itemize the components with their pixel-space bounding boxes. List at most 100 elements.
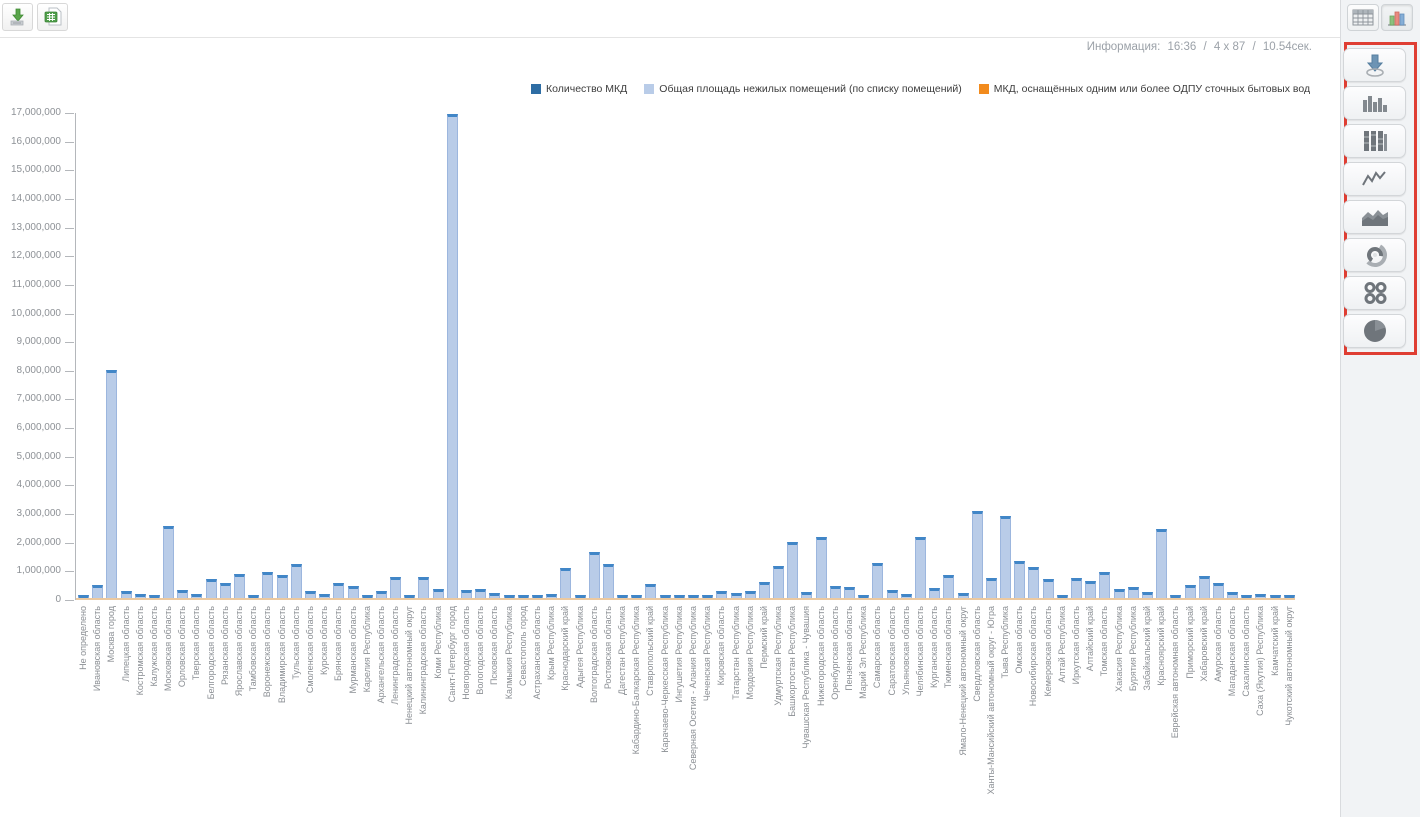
bar[interactable] bbox=[447, 114, 458, 598]
bar[interactable] bbox=[958, 593, 969, 598]
bar[interactable] bbox=[291, 564, 302, 598]
bar[interactable] bbox=[731, 593, 742, 598]
bar[interactable] bbox=[1213, 583, 1224, 598]
bar[interactable] bbox=[688, 595, 699, 598]
bar[interactable] bbox=[248, 595, 259, 598]
excel-export-button[interactable] bbox=[37, 3, 68, 31]
bar[interactable] bbox=[1114, 589, 1125, 598]
bar[interactable] bbox=[858, 595, 869, 598]
bar[interactable] bbox=[1170, 595, 1181, 598]
bar[interactable] bbox=[830, 586, 841, 598]
bar[interactable] bbox=[1128, 587, 1139, 598]
pie-chart-button[interactable] bbox=[1343, 314, 1406, 348]
bar[interactable] bbox=[135, 594, 146, 598]
bar[interactable] bbox=[674, 595, 685, 598]
line-chart-button[interactable] bbox=[1343, 162, 1406, 196]
bar[interactable] bbox=[348, 586, 359, 598]
bar[interactable] bbox=[206, 579, 217, 598]
bar[interactable] bbox=[418, 577, 429, 598]
bar[interactable] bbox=[929, 588, 940, 598]
bar[interactable] bbox=[1043, 579, 1054, 598]
download-report-button[interactable] bbox=[2, 3, 33, 31]
bar[interactable] bbox=[660, 595, 671, 598]
bar[interactable] bbox=[816, 537, 827, 598]
bar[interactable] bbox=[163, 526, 174, 598]
legend-item-0[interactable]: Количество МКД bbox=[531, 83, 627, 95]
bar[interactable] bbox=[716, 591, 727, 598]
bar[interactable] bbox=[78, 595, 89, 598]
download-chart-button[interactable] bbox=[1343, 48, 1406, 82]
legend-item-1[interactable]: Общая площадь нежилых помещений (по спис… bbox=[644, 83, 962, 95]
bar[interactable] bbox=[461, 590, 472, 598]
table-view-button[interactable] bbox=[1347, 4, 1379, 31]
bar[interactable] bbox=[972, 511, 983, 598]
bar[interactable] bbox=[234, 574, 245, 598]
bar[interactable] bbox=[333, 583, 344, 598]
bar[interactable] bbox=[191, 594, 202, 598]
bar[interactable] bbox=[631, 595, 642, 598]
bar[interactable] bbox=[589, 552, 600, 598]
bar[interactable] bbox=[1185, 585, 1196, 598]
bar[interactable] bbox=[1071, 578, 1082, 598]
bar[interactable] bbox=[801, 592, 812, 598]
bar[interactable] bbox=[645, 584, 656, 598]
chart-view-button[interactable] bbox=[1381, 4, 1413, 31]
bar[interactable] bbox=[546, 594, 557, 598]
bar[interactable] bbox=[262, 572, 273, 598]
stacked-column-chart-button[interactable] bbox=[1343, 124, 1406, 158]
bar[interactable] bbox=[1270, 595, 1281, 598]
bar[interactable] bbox=[404, 595, 415, 598]
bar[interactable] bbox=[433, 589, 444, 598]
bar[interactable] bbox=[986, 578, 997, 598]
bar[interactable] bbox=[1099, 572, 1110, 598]
bar[interactable] bbox=[773, 566, 784, 598]
bar[interactable] bbox=[1014, 561, 1025, 598]
bar[interactable] bbox=[1199, 576, 1210, 598]
bar[interactable] bbox=[1284, 595, 1295, 598]
bar[interactable] bbox=[745, 591, 756, 598]
bar[interactable] bbox=[177, 590, 188, 598]
bar[interactable] bbox=[1085, 581, 1096, 598]
bar[interactable] bbox=[504, 595, 515, 598]
bar[interactable] bbox=[617, 595, 628, 598]
bar[interactable] bbox=[362, 595, 373, 598]
legend-item-2[interactable]: МКД, оснащённых одним или более ОДПУ сто… bbox=[978, 83, 1310, 95]
bar[interactable] bbox=[1142, 592, 1153, 598]
bar[interactable] bbox=[1156, 529, 1167, 598]
bar[interactable] bbox=[319, 594, 330, 598]
bar[interactable] bbox=[220, 583, 231, 598]
bar[interactable] bbox=[872, 563, 883, 598]
bar[interactable] bbox=[560, 568, 571, 598]
bar[interactable] bbox=[943, 575, 954, 598]
bar[interactable] bbox=[844, 587, 855, 598]
column-chart-button[interactable] bbox=[1343, 86, 1406, 120]
bar[interactable] bbox=[518, 595, 529, 598]
bar[interactable] bbox=[376, 591, 387, 598]
bar[interactable] bbox=[475, 589, 486, 598]
area-chart-button[interactable] bbox=[1343, 200, 1406, 234]
radial-chart-button[interactable] bbox=[1343, 238, 1406, 272]
bar[interactable] bbox=[575, 595, 586, 598]
bar[interactable] bbox=[1255, 594, 1266, 598]
bar[interactable] bbox=[759, 582, 770, 598]
bar[interactable] bbox=[901, 594, 912, 598]
multi-donut-chart-button[interactable] bbox=[1343, 276, 1406, 310]
bar[interactable] bbox=[603, 564, 614, 598]
bar[interactable] bbox=[915, 537, 926, 598]
bar[interactable] bbox=[92, 585, 103, 598]
bar[interactable] bbox=[277, 575, 288, 598]
bar[interactable] bbox=[390, 577, 401, 598]
bar[interactable] bbox=[532, 595, 543, 598]
bar[interactable] bbox=[1000, 516, 1011, 598]
bar[interactable] bbox=[121, 591, 132, 598]
bar[interactable] bbox=[106, 370, 117, 598]
bar[interactable] bbox=[787, 542, 798, 598]
bar[interactable] bbox=[1241, 595, 1252, 598]
bar[interactable] bbox=[887, 590, 898, 598]
bar[interactable] bbox=[489, 593, 500, 598]
bar[interactable] bbox=[305, 591, 316, 598]
bar[interactable] bbox=[1057, 595, 1068, 598]
bar[interactable] bbox=[149, 595, 160, 598]
bar[interactable] bbox=[1227, 592, 1238, 598]
bar[interactable] bbox=[1028, 567, 1039, 598]
